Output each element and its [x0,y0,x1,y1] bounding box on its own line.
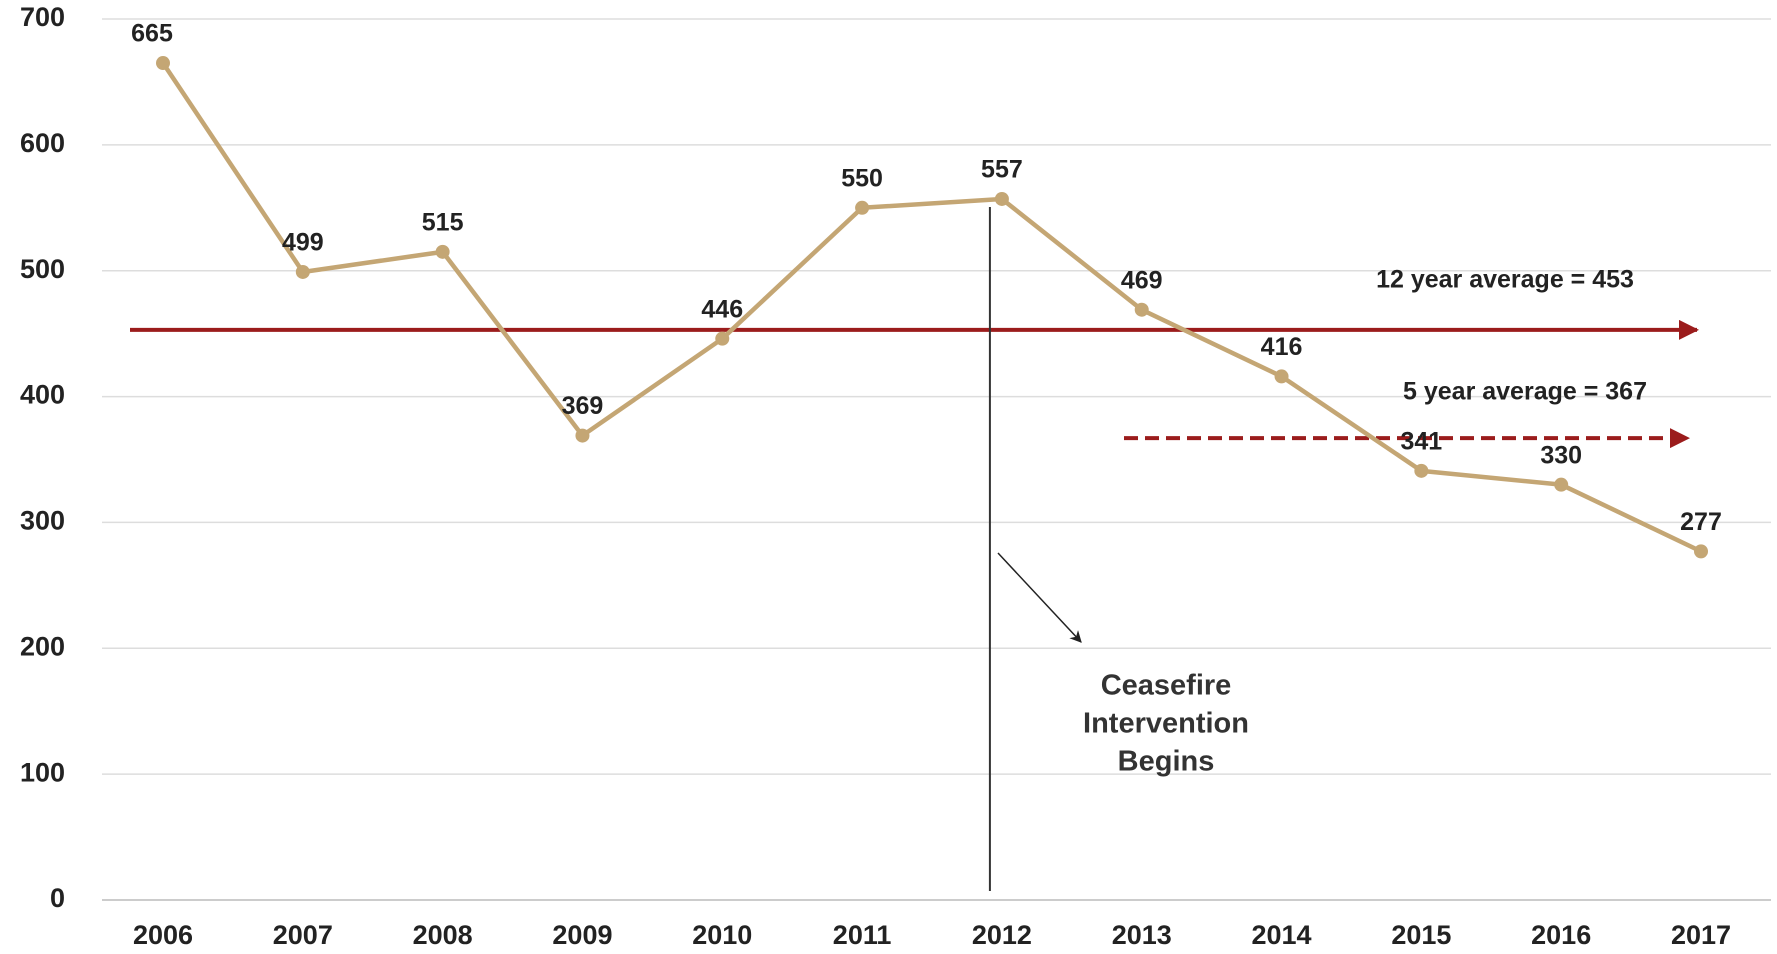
data-line [161,61,1702,554]
data-point [855,200,870,215]
data-label: 557 [981,156,1023,184]
x-tick-label: 2011 [833,920,892,950]
y-tick-label: 300 [20,506,65,536]
data-point [156,56,170,71]
x-tick-label: 2013 [1112,920,1172,950]
data-label: 499 [282,229,324,257]
y-tick-label: 500 [20,254,65,284]
data-point [575,428,590,443]
data-label: 515 [422,208,464,236]
data-point [1554,477,1569,492]
y-tick-label: 200 [20,631,65,661]
data-label: 446 [701,295,743,323]
data-label: 469 [1121,266,1163,294]
x-tick-label: 2007 [273,920,333,950]
data-label: 341 [1401,427,1443,455]
data-point [1274,369,1289,384]
data-point [994,191,1009,206]
data-label: 330 [1540,441,1582,469]
x-tick-label: 2017 [1671,920,1731,950]
x-tick-label: 2012 [972,920,1032,950]
annotation-text: Ceasefire [1101,670,1232,702]
data-label: 277 [1680,508,1722,536]
y-tick-label: 0 [50,883,65,913]
x-tick-label: 2010 [692,920,752,950]
x-tick-label: 2014 [1252,920,1312,950]
data-label: 416 [1261,333,1303,361]
data-point [435,244,450,259]
data-point [1414,463,1429,478]
data-label: 665 [131,20,173,48]
data-point [295,264,310,279]
x-tick-label: 2015 [1391,920,1451,950]
data-point [1694,544,1708,559]
x-tick-label: 2008 [413,920,473,950]
average-label: 12 year average = 453 [1376,265,1634,293]
y-tick-label: 400 [20,380,65,410]
average-label: 5 year average = 367 [1403,378,1647,406]
data-point [715,331,730,346]
y-tick-label: 700 [20,2,65,32]
y-tick-label: 600 [20,128,65,158]
data-point [1134,302,1149,317]
annotation-arrow [997,552,1082,643]
data-label: 369 [562,392,604,420]
x-tick-label: 2006 [133,920,193,950]
annotation-text: Begins [1118,746,1215,778]
x-tick-label: 2016 [1531,920,1591,950]
annotation-text: Intervention [1083,708,1249,740]
x-tick-label: 2009 [552,920,612,950]
data-label: 550 [841,164,883,192]
y-tick-label: 100 [20,757,65,787]
